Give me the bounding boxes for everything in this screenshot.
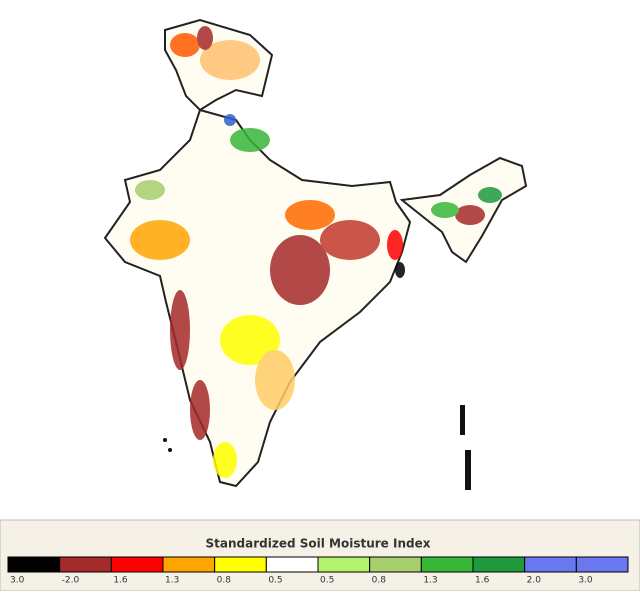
map (103, 18, 528, 490)
legend-label: 0.5 (320, 576, 334, 586)
legend-swatch (59, 556, 112, 573)
legend-swatch (472, 556, 526, 573)
legend-label: 0.8 (217, 576, 232, 586)
legend-swatch (265, 556, 319, 573)
legend-label: 0.5 (268, 576, 282, 586)
legend-label: 1.3 (423, 576, 437, 586)
legend-swatch (420, 556, 474, 573)
legend-label: 1.6 (475, 576, 490, 586)
legend-label: -2.0 (62, 576, 80, 586)
legend-label: 1.6 (113, 576, 128, 586)
legend-label: 1.3 (165, 576, 179, 586)
legend-swatch (162, 556, 216, 573)
legend-swatch (7, 556, 61, 573)
legend: 3.0 -2.0 1.6 1.3 0.8 0.5 0.5 0.8 1.3 1.6 2.0 3.0 (7, 556, 629, 586)
legend-label: 0.8 (372, 576, 387, 586)
legend-swatch (317, 556, 371, 573)
legend-swatch (110, 556, 164, 573)
legend-label: 3.0 (10, 576, 25, 586)
legend-swatch (369, 556, 422, 573)
legend-label: 3.0 (578, 576, 593, 586)
islands (163, 405, 471, 490)
legend-swatch (524, 556, 577, 573)
legend-swatch (575, 556, 629, 573)
legend-swatch (214, 556, 267, 573)
legend-title: Standardized Soil Moisture Index (206, 537, 431, 551)
moisture-patches (130, 26, 502, 478)
legend-label: 2.0 (527, 576, 542, 586)
